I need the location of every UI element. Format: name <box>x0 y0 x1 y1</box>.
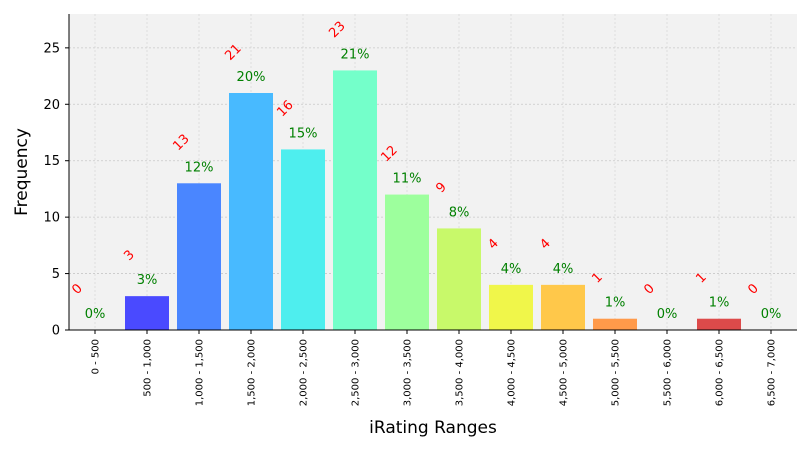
x-tick-label: 500 - 1,000 <box>143 339 154 397</box>
bar <box>437 228 481 330</box>
y-ticks: 0 5 10 15 20 25 <box>43 41 69 339</box>
x-tick-label: 1,000 - 1,500 <box>195 339 206 406</box>
percent-label: 0% <box>761 307 782 322</box>
y-axis-title: Frequency <box>12 128 32 216</box>
bar <box>125 296 169 330</box>
x-ticks: 0 - 500 500 - 1,000 1,000 - 1,500 1,500 - 2… <box>91 330 778 406</box>
percent-label: 1% <box>709 296 730 311</box>
x-tick-label: 4,000 - 4,500 <box>507 339 518 406</box>
x-tick-label: 5,500 - 6,000 <box>663 339 674 406</box>
x-tick-label: 2,500 - 3,000 <box>351 339 362 406</box>
y-tick-label: 10 <box>43 211 60 226</box>
x-tick-label: 3,000 - 3,500 <box>403 339 414 406</box>
percent-label: 8% <box>449 205 470 220</box>
y-tick-label: 25 <box>43 41 60 56</box>
bars <box>125 70 741 330</box>
y-tick-label: 5 <box>52 267 60 282</box>
x-tick-label: 3,500 - 4,000 <box>455 339 466 406</box>
bar <box>333 70 377 330</box>
percent-label: 11% <box>393 172 422 187</box>
bar <box>697 318 741 330</box>
percent-label: 21% <box>341 47 370 62</box>
percent-label: 20% <box>237 70 266 85</box>
bar <box>385 194 429 330</box>
bar <box>177 183 221 330</box>
bar <box>541 284 585 330</box>
percent-label: 0% <box>657 307 678 322</box>
x-tick-label: 6,000 - 6,500 <box>715 339 726 406</box>
y-tick-label: 20 <box>43 98 60 113</box>
x-tick-label: 6,500 - 7,000 <box>767 339 778 406</box>
bar <box>489 284 533 330</box>
percent-label: 0% <box>85 307 106 322</box>
x-tick-label: 0 - 500 <box>91 339 102 374</box>
x-tick-label: 1,500 - 2,000 <box>247 339 258 406</box>
x-tick-label: 4,500 - 5,000 <box>559 339 570 406</box>
y-tick-label: 15 <box>43 154 60 169</box>
percent-label: 12% <box>185 160 214 175</box>
y-tick-label: 0 <box>52 324 60 339</box>
bar <box>229 93 273 330</box>
x-axis-title: iRating Ranges <box>369 418 497 438</box>
percent-label: 4% <box>501 262 522 277</box>
x-tick-label: 2,000 - 2,500 <box>299 339 310 406</box>
percent-label: 15% <box>289 126 318 141</box>
bar <box>281 149 325 330</box>
percent-label: 4% <box>553 262 574 277</box>
percent-label: 1% <box>605 296 626 311</box>
bar <box>593 318 637 330</box>
percent-label: 3% <box>137 273 158 288</box>
x-tick-label: 5,000 - 5,500 <box>611 339 622 406</box>
